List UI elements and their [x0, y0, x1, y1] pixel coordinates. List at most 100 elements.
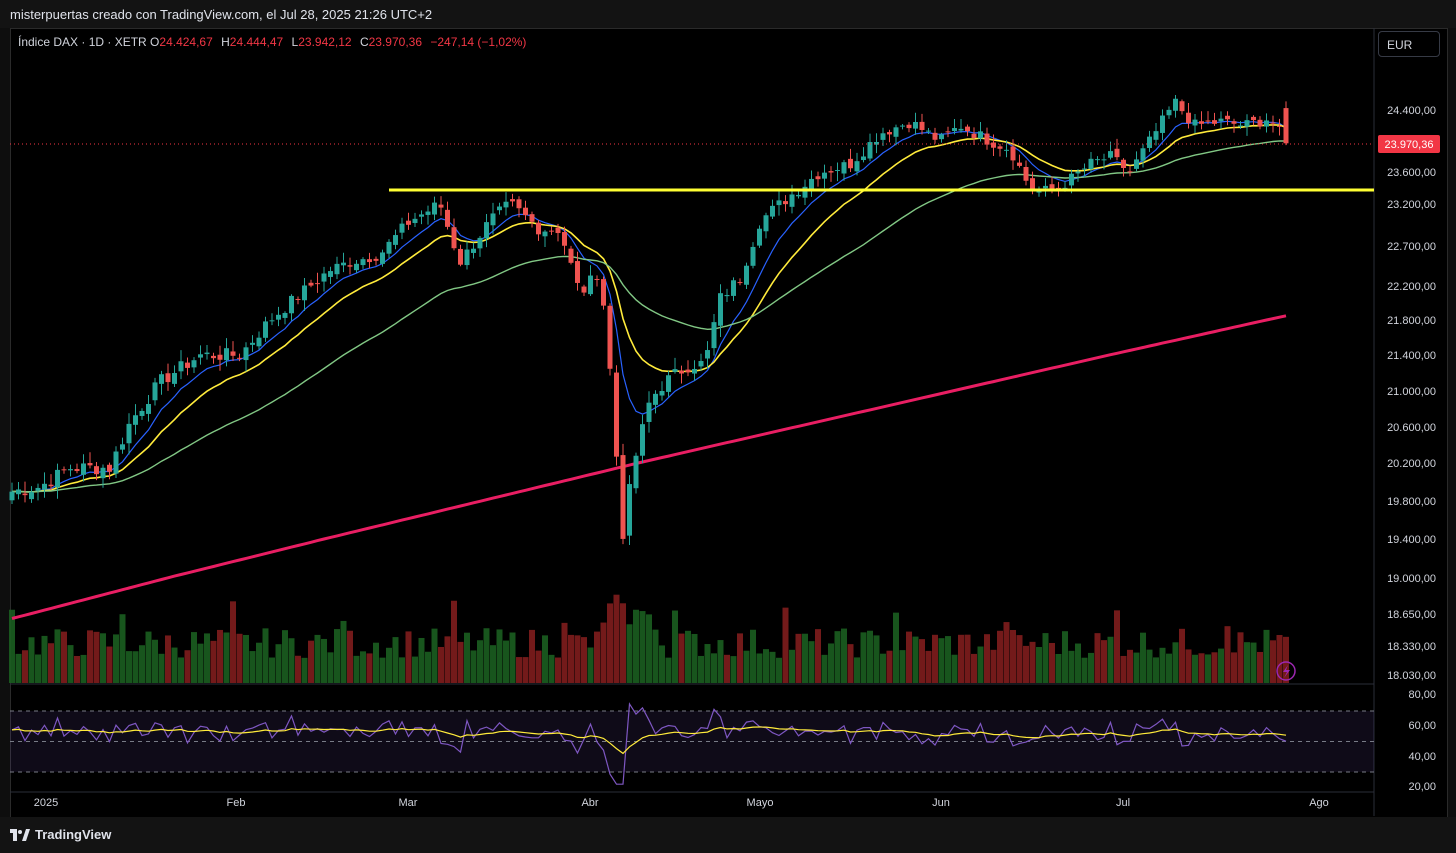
- volume-bar: [1036, 647, 1042, 683]
- candle-body: [718, 293, 723, 326]
- price-tick-label: 18.650,00: [1387, 609, 1436, 621]
- symbol-label[interactable]: Índice DAX · 1D · XETR: [18, 35, 147, 49]
- candle-body: [965, 126, 970, 132]
- candle-body: [373, 258, 379, 261]
- price-tick-label: 21.800,00: [1387, 315, 1436, 327]
- volume-bar: [139, 645, 145, 683]
- volume-bar: [9, 609, 15, 683]
- volume-bar: [61, 631, 67, 683]
- price-tick-label: 23.600,00: [1387, 167, 1436, 179]
- volume-bar: [717, 640, 724, 683]
- price-tick-label: 18.330,00: [1387, 641, 1436, 653]
- volume-bar: [353, 655, 360, 683]
- volume-bar: [724, 654, 730, 683]
- volume-bar: [503, 640, 509, 683]
- candle-body: [802, 186, 808, 198]
- candle-body: [393, 235, 398, 245]
- volume-bar: [542, 635, 548, 683]
- candle-body: [178, 361, 184, 372]
- volume-bar: [1244, 642, 1250, 683]
- volume-bar: [555, 657, 561, 683]
- volume-bar: [1049, 642, 1055, 683]
- candle-body: [282, 312, 288, 318]
- ema-mid-line: [11, 124, 1287, 493]
- volume-bar: [67, 645, 74, 683]
- volume-bar: [54, 629, 61, 683]
- candle-body: [471, 248, 476, 253]
- close-label: C: [359, 35, 369, 49]
- price-tick-label: 18.030,00: [1387, 670, 1436, 682]
- candle-body: [211, 355, 216, 359]
- time-axis: 2025 Feb Mar Abr Mayo Jun Jul Ago: [34, 797, 1329, 809]
- candle-body: [724, 294, 730, 297]
- price-axis: 24.400,00 23.600,00 23.200,00 22.700,00 22.2…: [1387, 105, 1436, 682]
- volume-bar: [236, 633, 243, 683]
- volume-bar: [1107, 636, 1114, 683]
- tradingview-logo[interactable]: TradingView: [10, 827, 111, 842]
- candle-body: [217, 354, 223, 360]
- time-tick-label: Feb: [227, 797, 246, 809]
- candle-body: [22, 493, 28, 496]
- time-tick-label: Jun: [932, 797, 950, 809]
- candle-body: [484, 222, 489, 239]
- volume-bar: [678, 633, 685, 683]
- volume-bar: [1081, 657, 1088, 683]
- volume-bar: [1042, 633, 1049, 683]
- volume-bar: [418, 637, 425, 683]
- sma-long-line: [11, 314, 1287, 620]
- volume-bar: [496, 629, 503, 683]
- volume-bar: [275, 644, 282, 683]
- candle-body: [640, 424, 645, 456]
- candle-body: [295, 298, 301, 300]
- chart-frame[interactable]: [10, 28, 1448, 818]
- attribution-text: misterpuertas creado con TradingView.com…: [10, 7, 433, 22]
- candle-body: [1264, 120, 1269, 127]
- volume-bar: [899, 650, 906, 683]
- volume-bar: [1120, 655, 1127, 683]
- tradingview-icon: [10, 828, 30, 841]
- candle-body: [789, 194, 795, 207]
- volume-bar: [984, 634, 990, 683]
- candle-body: [516, 199, 522, 209]
- volume-bar: [1205, 654, 1211, 683]
- volume-bar: [867, 630, 873, 683]
- candle-body: [263, 321, 268, 338]
- candle-body: [731, 280, 736, 296]
- candle-body: [55, 469, 60, 488]
- candle-body: [1056, 187, 1061, 189]
- volume-bar: [1198, 653, 1205, 683]
- candle-body: [9, 491, 15, 501]
- candle-body: [29, 492, 34, 500]
- volume-bar: [1055, 653, 1062, 683]
- candle-body: [744, 265, 749, 285]
- candle-body: [432, 202, 437, 215]
- volume-bar: [392, 637, 399, 683]
- volume-bar: [1094, 633, 1101, 683]
- volume-bar: [470, 650, 477, 683]
- candle-body: [152, 382, 158, 401]
- currency-button[interactable]: EUR: [1378, 31, 1440, 57]
- candle-body: [120, 444, 125, 450]
- candle-body: [880, 133, 886, 140]
- candle-body: [796, 194, 801, 197]
- candle-body: [692, 368, 697, 374]
- candle-body: [1212, 120, 1217, 124]
- price-tick-label: 23.200,00: [1387, 199, 1436, 211]
- volume-bar: [522, 657, 529, 683]
- candle-body: [1127, 171, 1133, 173]
- volume-bar: [912, 636, 919, 683]
- candle-body: [529, 214, 535, 222]
- candle-body: [510, 199, 515, 202]
- volume-bar: [269, 657, 275, 683]
- volume-bar: [815, 629, 821, 683]
- candle-body: [685, 369, 691, 373]
- volume-bar: [691, 633, 698, 683]
- candle-body: [698, 361, 704, 367]
- volume-bar: [490, 645, 496, 683]
- volume-bar: [971, 653, 977, 683]
- candle-body: [113, 451, 119, 474]
- lightning-icon[interactable]: [1276, 661, 1296, 681]
- candle-body: [1192, 119, 1198, 126]
- candle-body: [172, 373, 177, 384]
